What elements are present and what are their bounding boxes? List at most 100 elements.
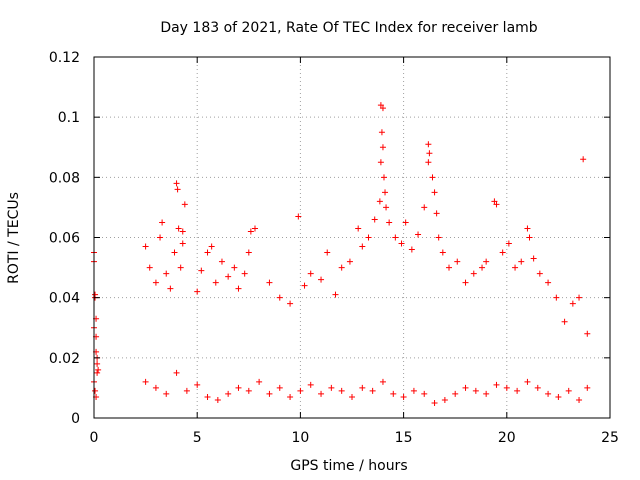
data-point xyxy=(328,384,335,391)
data-point xyxy=(173,180,180,187)
data-point xyxy=(142,378,149,385)
data-point xyxy=(179,228,186,235)
data-point xyxy=(276,384,283,391)
data-point xyxy=(194,288,201,295)
data-point xyxy=(338,264,345,271)
data-point xyxy=(183,387,190,394)
data-point xyxy=(545,390,552,397)
data-point xyxy=(276,294,283,301)
data-point xyxy=(266,279,273,286)
y-tick-label: 0.02 xyxy=(49,351,80,367)
data-point xyxy=(392,234,399,241)
data-point xyxy=(324,249,331,256)
data-point xyxy=(231,264,238,271)
x-axis-label: GPS time / hours xyxy=(290,458,407,474)
data-point xyxy=(425,159,432,166)
data-point xyxy=(584,330,591,337)
y-tick-label: 0 xyxy=(71,411,80,427)
data-point xyxy=(410,387,417,394)
data-point xyxy=(454,258,461,265)
data-point xyxy=(241,270,248,277)
data-point xyxy=(225,273,232,280)
data-point xyxy=(163,390,170,397)
y-tick-label: 0.08 xyxy=(49,170,80,186)
x-tick-label: 5 xyxy=(193,430,202,446)
data-point xyxy=(472,387,479,394)
data-point xyxy=(204,393,211,400)
data-point xyxy=(518,258,525,265)
data-point xyxy=(218,258,225,265)
data-point xyxy=(483,258,490,265)
data-point xyxy=(251,225,258,232)
data-point xyxy=(92,387,99,394)
data-point xyxy=(371,216,378,223)
data-point xyxy=(365,234,372,241)
data-point xyxy=(493,381,500,388)
data-point xyxy=(576,396,583,403)
x-tick-label: 10 xyxy=(291,430,309,446)
data-point xyxy=(235,285,242,292)
data-point xyxy=(441,396,448,403)
data-point xyxy=(499,249,506,256)
data-point xyxy=(214,396,221,403)
data-point xyxy=(426,150,433,157)
data-point xyxy=(94,360,101,367)
data-point xyxy=(479,264,486,271)
y-axis-label: ROTI / TECUs xyxy=(6,192,22,284)
data-point xyxy=(377,159,384,166)
data-point xyxy=(307,381,314,388)
data-point xyxy=(247,228,254,235)
y-tick-label: 0.06 xyxy=(49,231,80,247)
data-point xyxy=(433,210,440,217)
data-point xyxy=(301,282,308,289)
data-point xyxy=(431,189,438,196)
data-point xyxy=(584,384,591,391)
data-point xyxy=(580,156,587,163)
data-point xyxy=(297,387,304,394)
data-point xyxy=(569,300,576,307)
data-point xyxy=(163,270,170,277)
data-point xyxy=(512,264,519,271)
data-point xyxy=(174,186,181,193)
data-point xyxy=(95,366,102,373)
data-point xyxy=(462,279,469,286)
data-point xyxy=(295,213,302,220)
data-point xyxy=(194,381,201,388)
data-point xyxy=(429,174,436,181)
data-point xyxy=(307,270,314,277)
chart-title: Day 183 of 2021, Rate Of TEC Index for r… xyxy=(160,20,537,36)
data-point xyxy=(425,141,432,148)
data-point xyxy=(530,255,537,262)
data-point xyxy=(493,201,500,208)
x-tick-label: 15 xyxy=(395,430,413,446)
data-point xyxy=(483,390,490,397)
plot-frame xyxy=(93,56,611,419)
y-tick-label: 0.12 xyxy=(49,50,80,66)
data-point xyxy=(514,387,521,394)
data-point xyxy=(408,246,415,253)
data-point xyxy=(378,129,385,136)
data-point xyxy=(177,264,184,271)
data-point xyxy=(152,279,159,286)
data-point xyxy=(380,174,387,181)
data-point xyxy=(435,234,442,241)
data-point xyxy=(338,387,345,394)
data-point xyxy=(198,267,205,274)
data-point xyxy=(146,264,153,271)
data-point xyxy=(503,384,510,391)
data-point xyxy=(208,243,215,250)
data-point xyxy=(390,390,397,397)
data-point xyxy=(245,387,252,394)
data-point xyxy=(565,387,572,394)
data-point xyxy=(462,384,469,391)
data-point xyxy=(421,390,428,397)
data-point xyxy=(235,384,242,391)
y-tick-label: 0.1 xyxy=(58,110,80,126)
data-point xyxy=(167,285,174,292)
data-point xyxy=(386,219,393,226)
data-point xyxy=(359,384,366,391)
data-point xyxy=(553,294,560,301)
data-point xyxy=(332,291,339,298)
data-point xyxy=(379,378,386,385)
data-point xyxy=(555,393,562,400)
